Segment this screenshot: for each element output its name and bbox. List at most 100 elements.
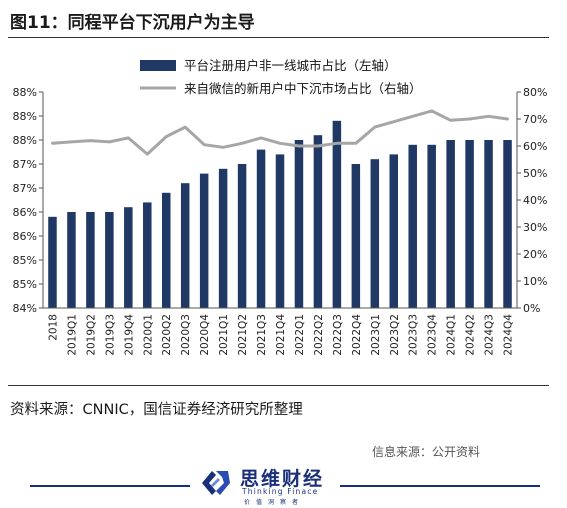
bar-2020Q2 [161, 192, 171, 308]
line-path [51, 109, 509, 156]
bar-2018 [48, 216, 57, 308]
bar-2024Q4 [503, 140, 512, 308]
legend-bar-swatch [140, 60, 176, 71]
x-tick-label: 2024Q3 [484, 314, 496, 356]
right-tick-label: 30% [523, 221, 547, 234]
x-tick-label: 2019Q2 [85, 314, 97, 356]
source-divider-top [8, 385, 549, 386]
left-tick-label: 85% [13, 278, 37, 291]
x-tick-label: 2020Q2 [161, 314, 173, 356]
right-tick-label: 70% [523, 113, 547, 126]
right-axis: 0% 10% 20% 30% 40% 50% 60% 70% 80% [516, 86, 547, 315]
bar-2023Q3 [408, 144, 417, 308]
legend-line-label: 来自微信的新用户中下沉市场占比（右轴） [184, 81, 422, 96]
line-point-2019Q1 [70, 141, 73, 143]
line-point-2024Q4 [506, 118, 509, 120]
legend-bar-label: 平台注册用户非一线城市占比（左轴） [184, 58, 397, 73]
left-tick-label: 86% [13, 230, 37, 243]
legend: 平台注册用户非一线城市占比（左轴） 来自微信的新用户中下沉市场占比（右轴） [140, 58, 422, 96]
line-point-2019Q4 [127, 137, 130, 139]
x-tick-label: 2022Q1 [294, 314, 306, 356]
line-point-2024Q1 [449, 119, 452, 122]
x-tick-label: 2020Q4 [199, 314, 211, 356]
bar-2022Q3 [332, 120, 342, 308]
brand-name: 思维财经 [240, 468, 325, 490]
right-tick-label: 20% [523, 248, 547, 261]
right-tick-label: 40% [523, 194, 547, 207]
bar-series [48, 120, 512, 308]
bar-2020Q3 [180, 183, 190, 308]
x-tick-label: 2023Q4 [427, 314, 439, 356]
right-tick-label: 10% [523, 275, 547, 288]
line-point-2022Q2 [317, 145, 319, 147]
x-tick-label: 2019Q4 [123, 314, 135, 356]
bar-2021Q2 [237, 164, 247, 308]
bar-2019Q2 [86, 212, 95, 308]
line-point-2024Q2 [468, 118, 471, 120]
line-point-2021Q3 [260, 137, 262, 139]
x-tick-label: 2021Q3 [256, 314, 268, 356]
line-point-2021Q4 [279, 142, 281, 145]
title-divider [8, 37, 549, 38]
left-tick-label: 87% [13, 158, 37, 171]
line-point-2019Q3 [108, 141, 111, 143]
x-tick-label: 2020Q1 [142, 314, 154, 356]
line-point-2022Q4 [355, 142, 357, 145]
left-tick-label: 85% [13, 254, 37, 267]
x-tick-label: 2023Q3 [408, 314, 420, 356]
x-tick-label: 2021Q2 [237, 314, 249, 356]
line-point-2024Q3 [487, 115, 490, 118]
bar-2022Q2 [313, 135, 323, 308]
x-tick-label: 2021Q4 [275, 314, 287, 356]
line-point-2020Q3 [184, 126, 186, 128]
line-point-2022Q1 [298, 145, 300, 147]
bar-2022Q1 [294, 140, 304, 308]
left-tick-label: 88% [13, 134, 37, 147]
footer-line-left [30, 485, 190, 487]
bar-2023Q4 [427, 144, 436, 308]
bar-2023Q2 [389, 154, 399, 308]
line-point-2021Q2 [241, 142, 243, 145]
x-tick-label: 2021Q1 [218, 314, 230, 356]
right-tick-label: 60% [523, 140, 547, 153]
line-point-2022Q3 [336, 142, 338, 145]
source-note: 资料来源：CNNIC，国信证券经济研究所整理 [10, 402, 303, 418]
bar-2020Q1 [143, 202, 152, 308]
credit-note: 信息来源：公开资料 [372, 445, 481, 459]
left-tick-label: 86% [13, 206, 37, 219]
x-tick-label: 2024Q2 [465, 314, 477, 356]
line-point-2023Q4 [430, 110, 433, 112]
x-tick-label: 2023Q2 [389, 314, 401, 356]
x-tick-label: 2024Q1 [446, 314, 458, 356]
bar-2023Q1 [370, 159, 380, 308]
line-point-2023Q2 [392, 120, 395, 123]
x-tick-label: 2019Q3 [104, 314, 116, 356]
x-tick-label: 2018 [47, 314, 59, 341]
bar-2020Q4 [199, 173, 209, 308]
x-axis: 2018 2019Q1 2019Q2 2019Q3 2019Q4 2020Q1 2020Q2… [43, 307, 517, 356]
x-tick-label: 2023Q1 [370, 314, 382, 356]
bar-2021Q1 [218, 168, 228, 308]
left-tick-label: 88% [13, 86, 37, 99]
left-axis: 84% 85% 85% 86% 86% 87% 87% 88% 88% 88% [13, 86, 44, 315]
line-point-2021Q1 [222, 146, 224, 149]
line-point-2019Q2 [89, 139, 92, 142]
bar-2022Q4 [351, 164, 361, 308]
brand-slogan: 价值洞察者 [244, 499, 305, 506]
bar-2019Q1 [67, 212, 76, 308]
left-tick-label: 87% [13, 182, 37, 195]
brand-subtitle: Thinking Finace [242, 487, 319, 496]
line-series [51, 109, 509, 156]
bar-2024Q2 [465, 140, 474, 308]
x-tick-label: 2024Q4 [503, 314, 515, 356]
x-tick-label: 2020Q3 [180, 314, 192, 356]
left-tick-label: 84% [13, 302, 37, 315]
x-tick-label: 2022Q4 [351, 314, 363, 356]
bar-2019Q3 [105, 212, 114, 308]
brand-footer: 思维财经 Thinking Finace 价值洞察者 [0, 460, 567, 508]
right-tick-label: 50% [523, 167, 547, 180]
line-point-2020Q2 [165, 135, 168, 138]
figure-title: 图11：同程平台下沉用户为主导 [10, 13, 255, 33]
right-tick-label: 0% [523, 302, 540, 315]
bar-2021Q3 [256, 149, 266, 308]
